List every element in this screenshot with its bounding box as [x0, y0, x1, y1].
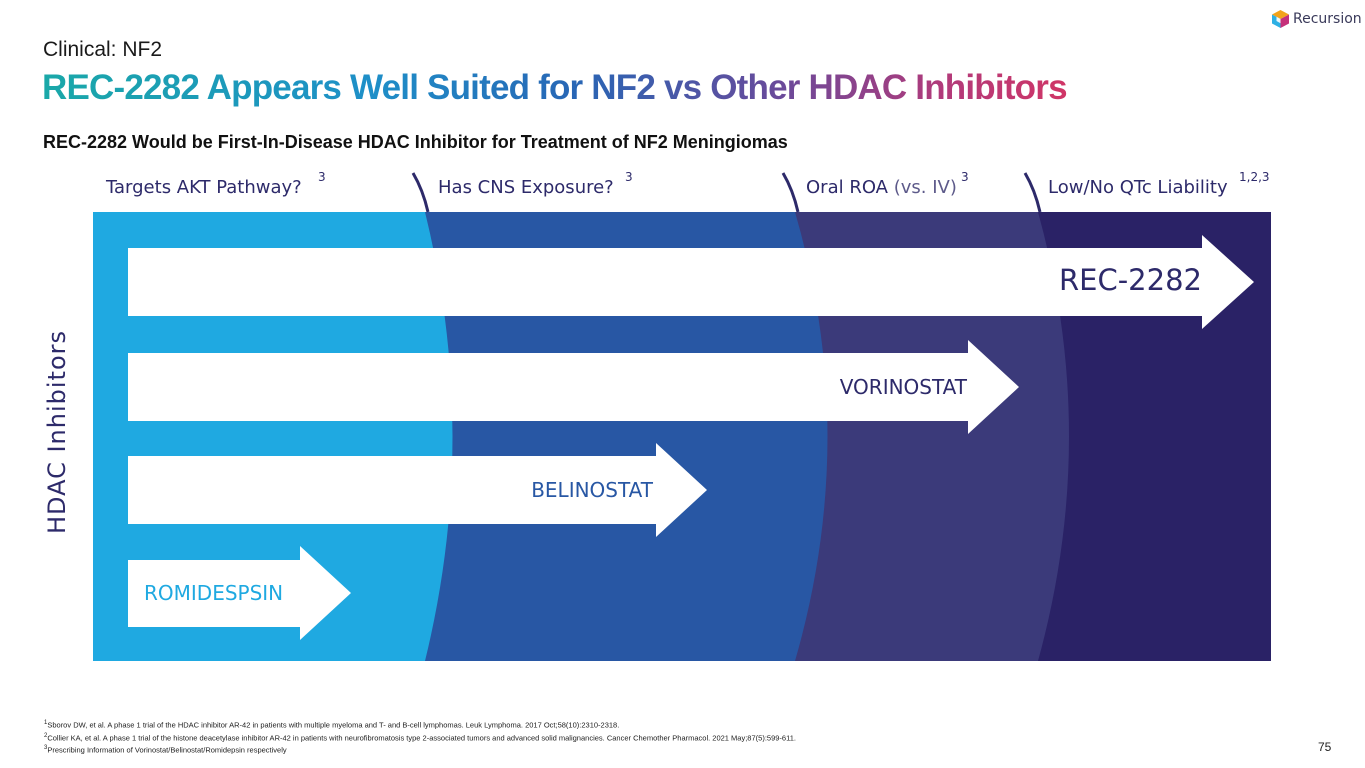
criterion-ref-akt: 3	[318, 170, 326, 184]
footnote: 3Prescribing Information of Vorinostat/B…	[44, 745, 287, 755]
drug-label-belinostat: BELINOSTAT	[531, 478, 654, 502]
criterion-label-muted: (vs. IV)	[893, 177, 957, 198]
criterion-header-qtc: Low/No QTc Liability	[1048, 177, 1228, 198]
footnotes: 1Sborov DW, et al. A phase 1 trial of th…	[44, 718, 796, 756]
criterion-ref-oral: 3	[961, 170, 969, 184]
drug-label-vorinostat: VORINOSTAT	[840, 375, 968, 399]
criterion-label: Has CNS Exposure?	[438, 177, 614, 198]
brand-logo: Recursion	[1272, 10, 1362, 28]
drug-label-romidespsin: ROMIDESPSIN	[144, 581, 283, 605]
arrow-romidespsin	[128, 546, 351, 640]
criterion-header-cns: Has CNS Exposure?	[438, 177, 614, 198]
criterion-header-oral: Oral ROA (vs. IV)	[806, 177, 957, 198]
footnote: 2Collier KA, et al. A phase 1 trial of t…	[44, 732, 796, 743]
header-divider	[1023, 172, 1042, 213]
page-number: 75	[1318, 740, 1332, 754]
criterion-label: Oral ROA	[806, 177, 894, 198]
arrow-rec-2282	[128, 235, 1254, 329]
arrow-belinostat	[128, 443, 707, 537]
band-qtc	[1038, 212, 1271, 661]
page-title: REC-2282 Appears Well Suited for NF2 vs …	[42, 66, 1068, 110]
criterion-label: Targets AKT Pathway?	[106, 177, 302, 198]
criterion-header-akt: Targets AKT Pathway?	[106, 177, 302, 198]
criterion-label: Low/No QTc Liability	[1048, 177, 1228, 198]
criterion-ref-qtc: 1,2,3	[1239, 170, 1270, 184]
header-divider	[781, 172, 800, 213]
drug-label-rec-2282: REC-2282	[1059, 263, 1202, 297]
hexagon-logo-icon	[1272, 10, 1289, 28]
page-subtitle: REC-2282 Would be First-In-Disease HDAC …	[43, 132, 788, 152]
footnote: 1Sborov DW, et al. A phase 1 trial of th…	[44, 720, 620, 730]
section-label: Clinical: NF2	[43, 38, 163, 61]
header-divider	[411, 172, 430, 213]
axis-label: HDAC Inhibitors	[43, 329, 71, 535]
arrow-vorinostat	[128, 340, 1019, 434]
brand-name: Recursion	[1293, 11, 1362, 27]
criterion-ref-cns: 3	[625, 170, 633, 184]
